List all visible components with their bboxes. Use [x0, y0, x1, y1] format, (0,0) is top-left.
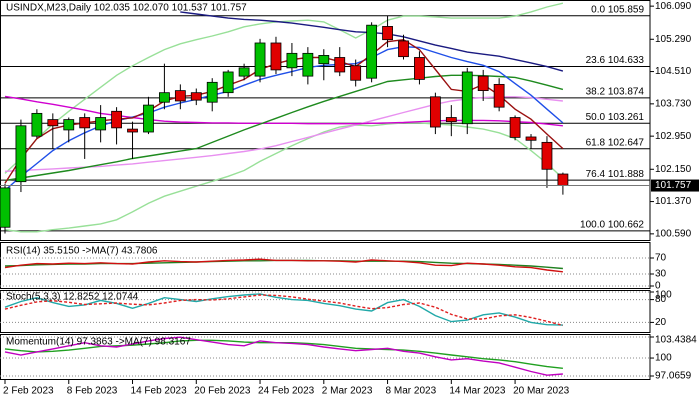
momentum-panel-frame: [0, 334, 651, 380]
y-tick-label: 105.290: [655, 34, 692, 45]
x-tick-label: 14 Mar 2023: [449, 386, 506, 397]
panel-title: Stoch(5,3,3) 12.8252 12.0744: [6, 292, 139, 303]
x-tick-label: 8 Mar 2023: [386, 386, 437, 397]
panel-title: USINDX,M23,Daily 102.035 102.070 101.537…: [6, 3, 247, 14]
candle-body: [429, 96, 441, 128]
candle-body: [493, 83, 505, 108]
y-tick-label: 100: [655, 353, 672, 364]
candle-body: [222, 71, 234, 94]
y-tick-label: 97.0659: [655, 371, 692, 382]
candle-body: [509, 117, 521, 138]
candle-body: [302, 52, 314, 77]
panel-title: Momentum(14) 97.3863 ->MA(7) 98.3167: [6, 337, 191, 348]
candle-body: [143, 104, 154, 133]
current-price-label: 101.757: [655, 180, 692, 191]
x-tick-label: 20 Feb 2023: [194, 386, 251, 397]
fib-label: 100.0 100.662: [580, 220, 644, 231]
chart-layer: 106.090 105.290 104.510 103.730 102.950 102.1…: [0, 1, 699, 397]
candle-body: [541, 141, 553, 170]
candle-body: [525, 136, 537, 141]
candle-body: [270, 42, 282, 71]
fib-label: 23.6 104.633: [586, 55, 645, 66]
candle-body: [286, 52, 298, 69]
candle-body: [0, 187, 11, 228]
x-tick-label: 20 Mar 2023: [513, 386, 570, 397]
y-tick-label: 106.090: [655, 1, 692, 12]
y-tick-label: 101.370: [655, 196, 692, 207]
y-tick-label: 80: [655, 294, 667, 305]
x-tick-label: 14 Feb 2023: [131, 386, 188, 397]
fib-label: 50.0 103.261: [586, 112, 645, 123]
candle-body: [382, 26, 393, 41]
candle-body: [445, 117, 457, 123]
candle-body: [174, 90, 186, 102]
y-tick-label: 103.730: [655, 98, 692, 109]
candle-body: [318, 55, 330, 65]
candle-body: [398, 40, 409, 58]
candle-body: [95, 117, 107, 131]
y-tick-label: 103.4384: [655, 335, 697, 346]
stoch-panel-frame: [0, 290, 651, 333]
fib-label: 0.0 105.859: [591, 4, 644, 15]
fib-label: 61.8 102.647: [586, 137, 645, 148]
current-price-box: [651, 179, 699, 192]
candle-body: [238, 67, 250, 77]
indicator-line: [4, 122, 564, 233]
candle-body: [15, 125, 27, 183]
candle-body: [414, 57, 425, 80]
y-tick-label: 100.590: [655, 229, 692, 240]
candle-body: [190, 92, 202, 101]
candle-body: [557, 173, 569, 186]
candle-body: [461, 71, 473, 125]
x-tick-label: 2 Feb 2023: [3, 386, 54, 397]
candle-body: [127, 128, 138, 133]
y-tick-label: 104.510: [655, 66, 692, 77]
y-tick-label: 100: [655, 290, 672, 301]
indicator-line: [4, 2, 564, 174]
candle-body: [350, 65, 362, 81]
y-tick-label: 20: [655, 317, 667, 328]
candle-body: [254, 42, 266, 77]
indicator-line: [4, 336, 563, 376]
x-tick-label: 24 Feb 2023: [258, 386, 315, 397]
candle-body: [334, 57, 346, 73]
candle-body: [206, 81, 218, 103]
x-tick-label: 8 Feb 2023: [67, 386, 118, 397]
panel-title: RSI(14) 35.5150 ->MA(7) 43.7806: [6, 246, 158, 257]
y-tick-label: 102.950: [655, 131, 692, 142]
candle-body: [366, 24, 378, 79]
candle-body: [158, 92, 170, 103]
fib-label: 38.2 103.874: [586, 87, 645, 98]
candle-body: [79, 117, 91, 129]
y-tick-label: 30: [655, 269, 667, 280]
candle-body: [477, 75, 489, 92]
y-tick-label: 0: [655, 281, 661, 292]
y-tick-label: 70: [655, 253, 667, 264]
candle-body: [63, 119, 75, 131]
candle-body: [111, 110, 122, 129]
candle-body: [31, 112, 43, 137]
main-panel-frame: [0, 0, 651, 241]
fib-label: 76.4 101.888: [586, 169, 645, 180]
x-tick-label: 2 Mar 2023: [322, 386, 373, 397]
y-tick-label: 102.150: [655, 164, 692, 175]
indicator-line: [4, 258, 563, 273]
rsi-panel-frame: [0, 242, 651, 289]
indicator-line: [4, 294, 564, 327]
candle-body: [47, 119, 59, 127]
